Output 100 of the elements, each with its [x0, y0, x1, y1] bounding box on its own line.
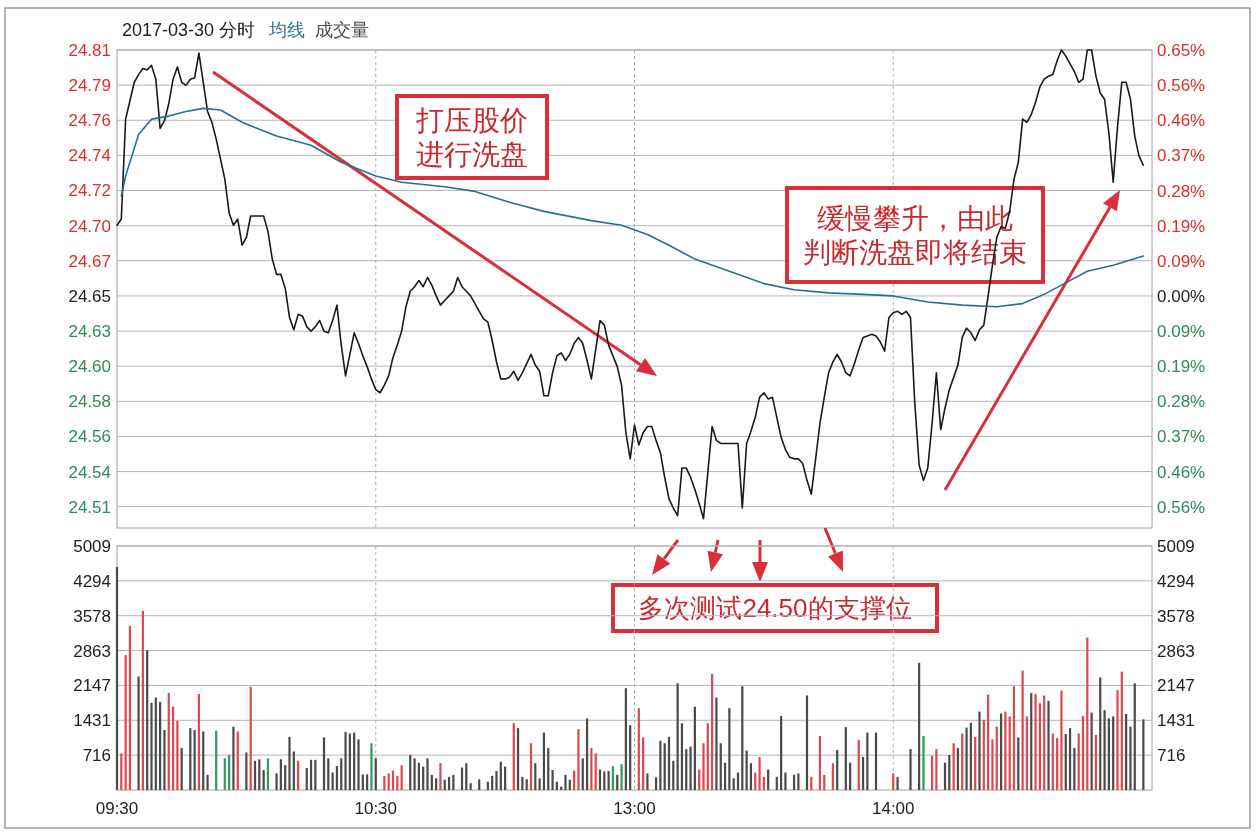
line-series: [120, 107, 1145, 308]
bar: [512, 723, 515, 790]
bar: [995, 726, 998, 790]
bar: [624, 688, 627, 790]
bar: [991, 739, 994, 790]
bar: [314, 759, 317, 790]
bar: [426, 758, 429, 790]
line-series: [116, 49, 1145, 520]
bar: [150, 702, 153, 790]
bar: [215, 730, 218, 790]
bar: [171, 706, 175, 790]
y2-tick-label: 2147: [1157, 676, 1195, 696]
y-tick-label: 1431: [73, 711, 111, 731]
bar: [124, 655, 127, 790]
annotation: 打压股价进行洗盘: [395, 94, 549, 180]
bar: [1120, 671, 1123, 790]
bar: [754, 772, 757, 790]
bar: [348, 733, 351, 790]
x-tick-label: 13:00: [613, 799, 656, 818]
bar: [1090, 712, 1093, 790]
bar: [154, 697, 157, 790]
bar: [383, 775, 386, 790]
bar: [180, 748, 183, 790]
bar: [452, 774, 455, 790]
y-tick-label: 24.58: [68, 392, 111, 412]
bar: [1025, 716, 1029, 790]
bar: [758, 756, 761, 790]
bar: [1077, 733, 1080, 790]
bar: [115, 566, 119, 790]
bar: [516, 728, 520, 790]
bar: [594, 753, 597, 790]
bar: [176, 720, 179, 790]
bar: [969, 722, 972, 790]
bar: [961, 733, 964, 790]
bar: [525, 779, 528, 790]
y2-tick-label: 0.46%: [1157, 462, 1206, 482]
bar: [780, 715, 783, 790]
bar: [1068, 728, 1072, 790]
y2-tick-label: 1431: [1157, 711, 1195, 731]
bar: [874, 732, 878, 790]
bar: [810, 776, 813, 790]
bar: [978, 711, 981, 790]
bar: [422, 766, 425, 790]
annotation: 打压股价进行洗盘: [415, 105, 528, 170]
y2-tick-label: 0.09%: [1157, 251, 1206, 271]
bar: [258, 759, 261, 790]
bar: [861, 756, 865, 790]
bar: [206, 774, 209, 790]
y-tick-label: 24.79: [68, 76, 111, 96]
bar: [564, 774, 567, 790]
bar: [197, 694, 201, 790]
bar: [331, 772, 334, 790]
bar: [1094, 734, 1098, 790]
bar: [167, 693, 170, 790]
bar: [159, 701, 162, 790]
bar: [249, 686, 252, 790]
bar: [297, 760, 300, 790]
annotation: 多次测试24.50的支撑位: [611, 583, 939, 633]
bar: [943, 762, 947, 790]
bar: [775, 776, 778, 790]
bar: [478, 779, 481, 790]
y-tick-label: 24.54: [68, 462, 111, 482]
bar: [784, 772, 787, 790]
y-tick-label: 3578: [73, 606, 111, 626]
bar: [585, 718, 589, 790]
y-tick-label: 2863: [73, 641, 111, 661]
bar: [892, 773, 895, 790]
y-tick-label: 5009: [73, 537, 111, 556]
annotation: 多次测试24.50的支撑位: [638, 593, 912, 624]
bar: [1112, 716, 1115, 790]
bar: [128, 625, 132, 790]
y2-tick-label: 0.56%: [1157, 76, 1206, 96]
bar: [689, 746, 692, 790]
bar: [611, 766, 615, 790]
y-tick-label: 24.70: [68, 216, 111, 236]
bar: [1017, 737, 1020, 790]
bar: [999, 713, 1003, 790]
bar: [1047, 700, 1050, 790]
bar: [275, 773, 278, 790]
bar: [284, 765, 287, 790]
bar: [1086, 637, 1089, 790]
bar: [974, 736, 977, 790]
x-tick-label: 14:00: [871, 799, 915, 818]
bar: [538, 778, 541, 790]
y2-tick-label: 5009: [1157, 537, 1195, 556]
bar: [491, 775, 494, 790]
bar: [711, 674, 714, 790]
bar: [745, 750, 748, 790]
y-tick-label: 24.63: [68, 322, 111, 342]
bar: [956, 748, 960, 790]
bar: [366, 774, 369, 790]
bar: [637, 708, 640, 790]
bar: [667, 736, 671, 790]
bar: [288, 736, 291, 790]
bar: [1103, 710, 1106, 790]
y-tick-label: 24.72: [68, 181, 111, 201]
y-tick-label: 24.60: [68, 357, 111, 377]
bar: [935, 749, 938, 790]
bar: [460, 767, 464, 790]
bar: [762, 776, 765, 790]
